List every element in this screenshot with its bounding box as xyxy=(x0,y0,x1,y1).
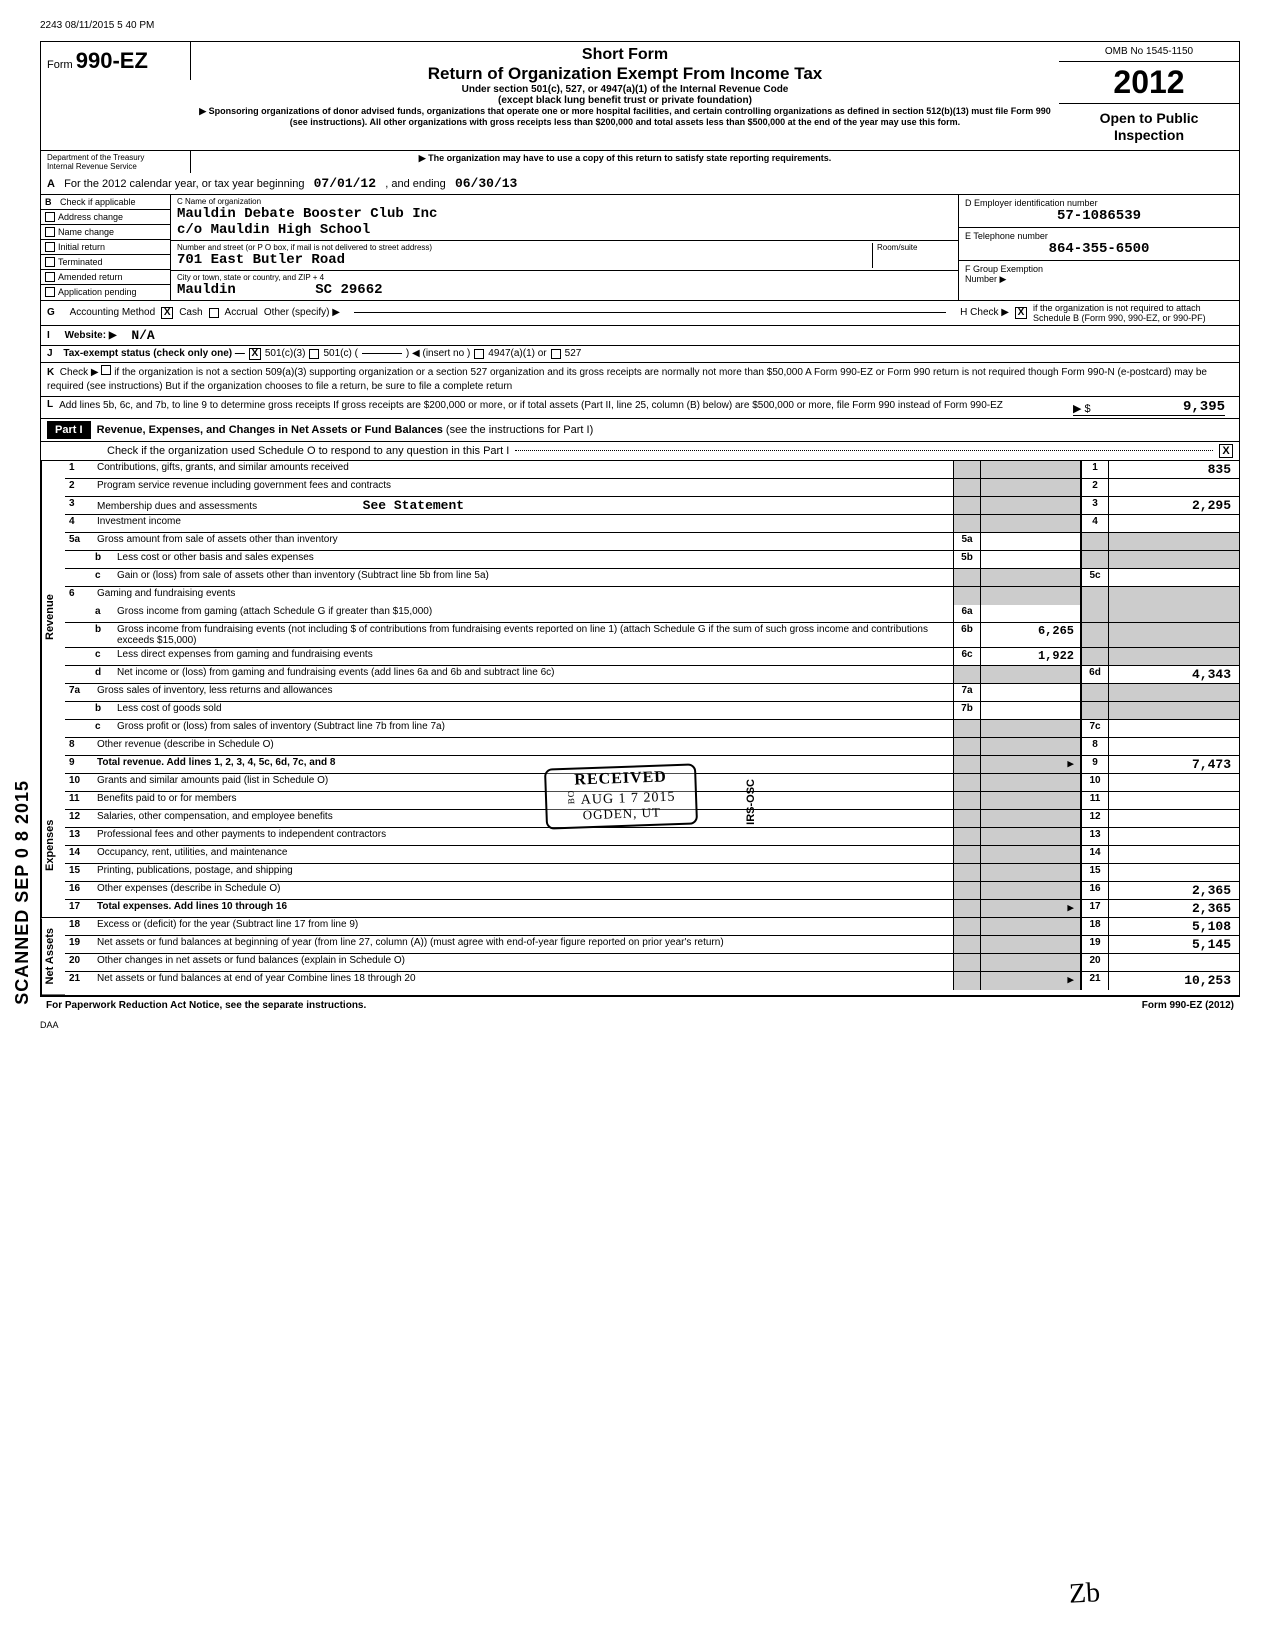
ein: 57-1086539 xyxy=(965,208,1233,224)
line2-val xyxy=(1109,479,1239,496)
room-label: Room/suite xyxy=(877,243,952,252)
checkbox-name[interactable] xyxy=(45,227,55,237)
checkbox-accrual[interactable] xyxy=(209,308,219,318)
line18-val: 5,108 xyxy=(1109,918,1239,935)
line21-val: 10,253 xyxy=(1109,972,1239,990)
city: Mauldin xyxy=(177,282,236,298)
footer: For Paperwork Reduction Act Notice, see … xyxy=(40,996,1240,1014)
row-l: L Add lines 5b, 6c, and 7b, to line 9 to… xyxy=(40,397,1240,419)
form-label: Form xyxy=(47,59,73,71)
checkbox-address[interactable] xyxy=(45,212,55,222)
line5c-val xyxy=(1109,569,1239,586)
sponsoring-text: ▶ Sponsoring organizations of donor advi… xyxy=(199,106,1051,128)
side-revenue: Revenue xyxy=(41,461,65,774)
row-k: K Check ▶ if the organization is not a s… xyxy=(40,363,1240,397)
group-label: F Group Exemption xyxy=(965,264,1233,274)
except-black: (except black lung benefit trust or priv… xyxy=(199,95,1051,106)
checkbox-4947[interactable] xyxy=(474,349,484,359)
fiscal-prefix: For the 2012 calendar year, or tax year … xyxy=(64,178,304,190)
part1-header-row: Part I Revenue, Expenses, and Changes in… xyxy=(40,419,1240,442)
ein-label: D Employer identification number xyxy=(965,198,1233,208)
checkbox-501c[interactable] xyxy=(309,349,319,359)
fiscal-begin: 07/01/12 xyxy=(314,176,376,191)
irs-label: Internal Revenue Service xyxy=(47,162,184,171)
under-section: Under section 501(c), 527, or 4947(a)(1)… xyxy=(199,84,1051,95)
accounting-row: G Accounting Method XCash Accrual Other … xyxy=(40,301,1240,326)
street-label: Number and street (or P O box, if mail i… xyxy=(177,243,872,252)
street-address: 701 East Butler Road xyxy=(177,252,872,268)
daa: DAA xyxy=(40,1020,1240,1030)
fiscal-end: 06/30/13 xyxy=(455,176,517,191)
short-form-title: Short Form xyxy=(199,46,1051,64)
use-copy-text: ▶ The organization may have to use a cop… xyxy=(191,151,1059,173)
dept-treasury: Department of the Treasury xyxy=(47,153,184,162)
line19-val: 5,145 xyxy=(1109,936,1239,953)
line4-val xyxy=(1109,515,1239,532)
side-net-assets: Net Assets xyxy=(41,918,65,995)
check-applicable: Check if applicable xyxy=(60,197,136,207)
care-of: c/o Mauldin High School xyxy=(177,222,952,238)
checkbox-schedule-o[interactable]: X xyxy=(1219,444,1233,458)
part1-badge: Part I xyxy=(47,421,91,439)
form-header: Form 990-EZ Short Form Return of Organiz… xyxy=(40,41,1240,151)
main-info-block: B Check if applicable Address change Nam… xyxy=(40,195,1240,301)
checkbox-pending[interactable] xyxy=(45,287,55,297)
checkbox-initial[interactable] xyxy=(45,242,55,252)
group-num: Number ▶ xyxy=(965,274,1233,285)
phone-label: E Telephone number xyxy=(965,231,1233,241)
checkbox-527[interactable] xyxy=(551,349,561,359)
checkbox-amended[interactable] xyxy=(45,272,55,282)
see-statement: See Statement xyxy=(363,498,464,513)
line3-val: 2,295 xyxy=(1109,497,1239,514)
gross-receipts: 9,395 xyxy=(1183,399,1225,415)
zip: SC 29662 xyxy=(315,282,382,298)
line6d-val: 4,343 xyxy=(1109,666,1239,683)
scanned-stamp: SCANNED SEP 0 8 2015 xyxy=(12,780,33,1005)
line6c-val: 1,922 xyxy=(981,648,1081,665)
tax-exempt-row: J Tax-exempt status (check only one) — X… xyxy=(40,346,1240,363)
part1-check-o: Check if the organization used Schedule … xyxy=(40,442,1240,461)
line17-val: 2,365 xyxy=(1109,900,1239,917)
signature-initial: Zb xyxy=(1068,1577,1101,1611)
website: N/A xyxy=(131,328,154,343)
checkbox-k[interactable] xyxy=(101,365,111,375)
fiscal-mid: , and ending xyxy=(385,178,446,190)
line6b-val: 6,265 xyxy=(981,623,1081,647)
return-org-title: Return of Organization Exempt From Incom… xyxy=(199,64,1051,84)
side-expenses: Expenses xyxy=(41,774,65,918)
phone: 864-355-6500 xyxy=(965,241,1233,257)
city-label: City or town, state or country, and ZIP … xyxy=(177,273,952,282)
omb-number: OMB No 1545-1150 xyxy=(1059,42,1239,62)
org-name-label: C Name of organization xyxy=(177,197,952,206)
h-label: H Check ▶ xyxy=(960,307,1009,318)
line16-val: 2,365 xyxy=(1109,882,1239,899)
checkbox-h[interactable]: X xyxy=(1015,307,1027,319)
checkbox-501c3[interactable]: X xyxy=(249,348,261,360)
revenue-table: Revenue 1 Contributions, gifts, grants, … xyxy=(40,461,1240,996)
line9-val: 7,473 xyxy=(1109,756,1239,773)
website-row: I Website: ▶ N/A xyxy=(40,326,1240,346)
fiscal-year-row: A For the 2012 calendar year, or tax yea… xyxy=(40,173,1240,195)
checkbox-terminated[interactable] xyxy=(45,257,55,267)
line1-val: 835 xyxy=(1109,461,1239,478)
tax-year: 2012 xyxy=(1059,62,1239,103)
org-name: Mauldin Debate Booster Club Inc xyxy=(177,206,952,222)
form-number: 990-EZ xyxy=(76,48,148,73)
timestamp: 2243 08/11/2015 5 40 PM xyxy=(40,20,1240,31)
open-public: Open to Public Inspection xyxy=(1059,103,1239,150)
checkbox-cash[interactable]: X xyxy=(161,307,173,319)
